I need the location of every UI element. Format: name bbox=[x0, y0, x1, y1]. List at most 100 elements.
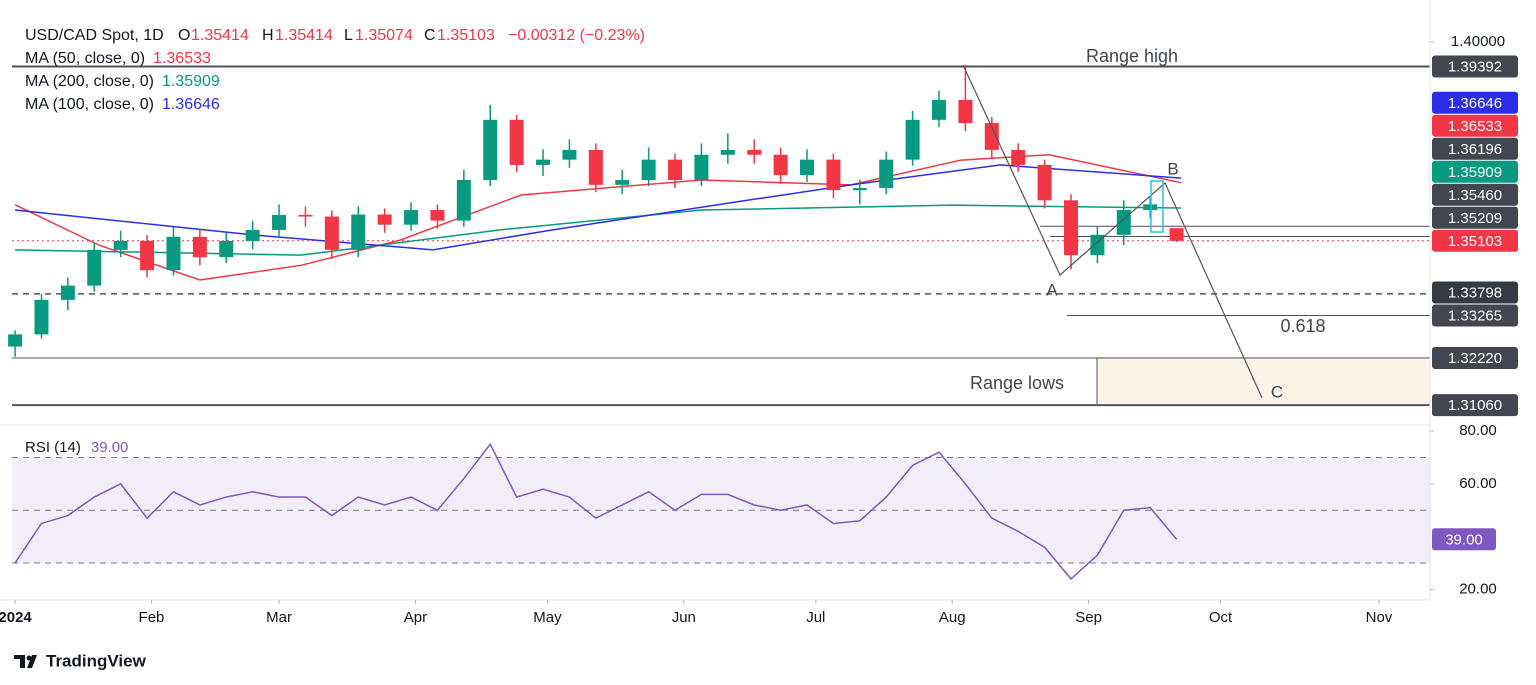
candle-body bbox=[509, 119, 524, 165]
x-tick-label: Jun bbox=[672, 609, 696, 626]
price-label-box bbox=[1432, 281, 1518, 304]
price-label-box bbox=[1432, 229, 1518, 252]
o-key: O bbox=[178, 27, 190, 44]
price-label-box bbox=[1432, 55, 1518, 78]
price-label: 1.31060 bbox=[1448, 397, 1502, 414]
ma-line bbox=[14, 154, 1182, 281]
price-label: 1.33265 bbox=[1448, 307, 1502, 324]
x-tick-label: Nov bbox=[1366, 609, 1393, 626]
price-label: 1.36646 bbox=[1448, 95, 1502, 112]
price-label: 1.35460 bbox=[1448, 187, 1502, 204]
candle-body bbox=[192, 236, 207, 258]
candle-body bbox=[377, 214, 392, 225]
wave-c: C bbox=[1271, 382, 1283, 401]
candle-body bbox=[87, 249, 102, 286]
rsi-name: RSI (14) bbox=[25, 439, 81, 456]
logo: TradingView bbox=[14, 651, 147, 670]
candle-body bbox=[166, 236, 181, 271]
legend-name: MA (200, close, 0) bbox=[25, 73, 154, 90]
candle-body bbox=[483, 119, 498, 180]
candle-body bbox=[720, 149, 735, 155]
fib-label: 0.618 bbox=[1280, 316, 1325, 336]
price-label-box bbox=[1432, 183, 1518, 206]
x-tick-label: Aug bbox=[939, 609, 966, 626]
logo-dot bbox=[26, 655, 32, 661]
range-lows-zone bbox=[1096, 357, 1431, 406]
candle-body bbox=[1011, 149, 1026, 165]
price-label: 1.36533 bbox=[1448, 118, 1502, 135]
rsi-value-label: 39.00 bbox=[1445, 531, 1483, 548]
legend-name: MA (50, close, 0) bbox=[25, 50, 145, 67]
price-label-box bbox=[1432, 114, 1518, 137]
x-tick-label: Oct bbox=[1209, 609, 1233, 626]
h-key: H bbox=[262, 27, 274, 44]
candle-body bbox=[932, 99, 947, 120]
high: 1.35414 bbox=[275, 27, 333, 44]
candle-body bbox=[245, 229, 260, 241]
candle-body bbox=[562, 149, 577, 160]
rsi-line bbox=[14, 442, 1178, 580]
wave-b: B bbox=[1167, 159, 1178, 178]
price-label: 1.33798 bbox=[1448, 284, 1502, 301]
wave-a: A bbox=[1046, 280, 1058, 299]
ma-line bbox=[15, 164, 1182, 251]
rsi-value-box bbox=[1432, 528, 1496, 551]
candle-body bbox=[298, 214, 313, 217]
candle-body bbox=[8, 334, 23, 347]
c-key: C bbox=[424, 27, 436, 44]
rsi-tick-label: 20.00 bbox=[1459, 580, 1497, 597]
x-tick-label: 2024 bbox=[0, 609, 32, 626]
price-label: 1.35209 bbox=[1448, 210, 1502, 227]
price-label: 1.36196 bbox=[1448, 141, 1502, 158]
price-label: 1.39392 bbox=[1448, 58, 1502, 75]
candle-body bbox=[404, 210, 419, 225]
price-label-box bbox=[1432, 91, 1518, 114]
x-tick-label: Sep bbox=[1075, 609, 1102, 626]
rsi-tick-label: 80.00 bbox=[1459, 422, 1497, 439]
low: 1.35074 bbox=[355, 27, 413, 44]
candle-body bbox=[140, 240, 155, 271]
highlight-box bbox=[1150, 180, 1164, 233]
candle-body bbox=[1116, 210, 1131, 235]
candle-body bbox=[1063, 200, 1078, 256]
candle-body bbox=[641, 159, 656, 180]
x-tick-label: Apr bbox=[404, 609, 427, 626]
legend-value: 1.36646 bbox=[162, 96, 220, 113]
ma-line bbox=[15, 204, 1181, 256]
logo-mark bbox=[14, 655, 37, 668]
candle-body bbox=[773, 154, 788, 176]
candle-body bbox=[905, 119, 920, 160]
candle-body bbox=[826, 159, 841, 191]
candle-body bbox=[536, 159, 551, 165]
candle-body bbox=[60, 285, 75, 300]
rsi-legend-value: 39.00 bbox=[91, 439, 129, 456]
candle-body bbox=[800, 159, 815, 176]
abc-pattern bbox=[962, 64, 1263, 399]
candle-body bbox=[588, 149, 603, 185]
candle-body bbox=[351, 214, 366, 250]
x-tick-label: Jul bbox=[806, 609, 825, 626]
x-tick-label: Mar bbox=[266, 609, 292, 626]
l-key: L bbox=[344, 27, 353, 44]
candle-body bbox=[430, 210, 445, 221]
candle-body bbox=[852, 188, 867, 191]
legend-name: MA (100, close, 0) bbox=[25, 96, 154, 113]
candle-body bbox=[984, 123, 999, 150]
candle-body bbox=[694, 154, 709, 180]
price-label: 1.35103 bbox=[1448, 233, 1502, 250]
symbol: USD/CAD Spot, 1D bbox=[25, 27, 164, 44]
brand: TradingView bbox=[46, 651, 147, 670]
rsi-tick-label: 60.00 bbox=[1459, 475, 1497, 492]
range-high-label: Range high bbox=[1086, 46, 1178, 66]
x-tick-label: Feb bbox=[139, 609, 165, 626]
close: 1.35103 bbox=[437, 27, 495, 44]
candle-body bbox=[219, 240, 234, 258]
candle-body bbox=[1169, 228, 1184, 241]
change: −0.00312 (−0.23%) bbox=[508, 27, 645, 44]
candle-body bbox=[668, 159, 683, 180]
candle-body bbox=[324, 216, 339, 250]
price-label-box bbox=[1432, 346, 1518, 369]
candle-body bbox=[615, 179, 630, 185]
range-lows-label: Range lows bbox=[970, 373, 1064, 393]
